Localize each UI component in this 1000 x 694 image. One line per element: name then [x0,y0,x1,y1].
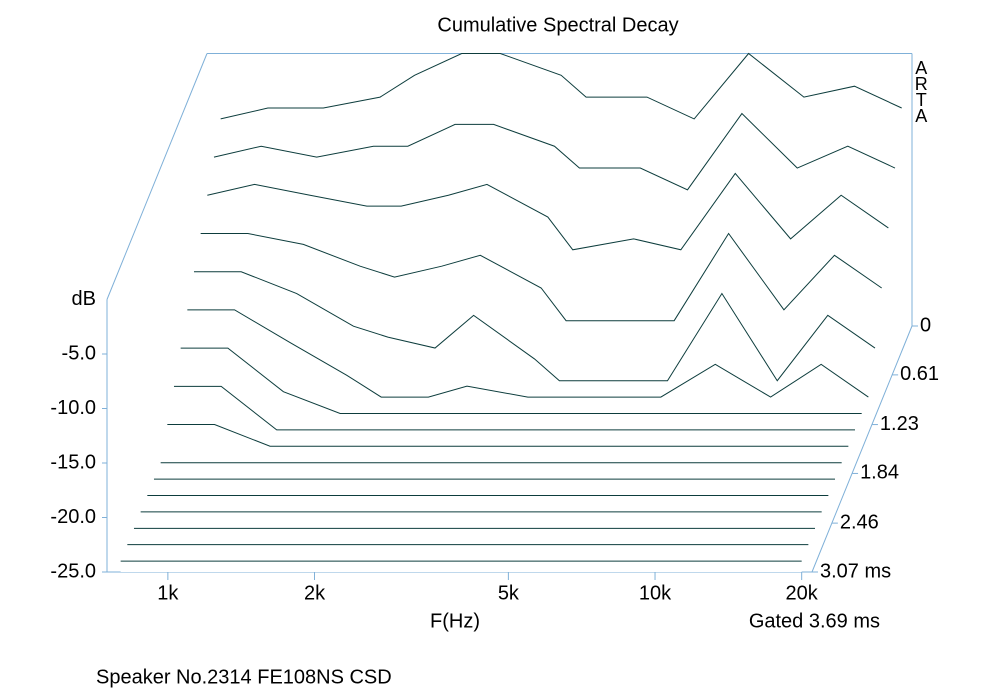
slice-fill [187,309,869,408]
frame-line [811,325,913,573]
slice-fill [133,528,815,540]
slice-fill [160,462,842,474]
chart-title: Cumulative Spectral Decay [437,14,678,36]
slice-line [213,112,896,191]
z-tick-label: 2.46 [840,511,879,533]
y-tick-label: -15.0 [50,451,96,473]
y-tick-label: -10.0 [50,397,96,419]
slice-line [180,347,862,414]
x-tick-label: 10k [639,582,672,604]
x-axis-label: F(Hz) [430,610,480,632]
x-tick-label: 2k [304,582,326,604]
slice-line [187,309,869,398]
slice-fill [147,495,829,507]
z-tick-label: 0 [920,314,931,336]
slice-fill [153,479,835,491]
gate-note: Gated 3.69 ms [749,610,880,632]
slice-line [173,385,855,431]
slice-fill [193,271,875,392]
slice-line [220,52,902,120]
slice-line [207,172,889,251]
z-tick-label: 0.61 [900,363,939,385]
frame-line [106,53,208,300]
z-tick-label: 3.07 ms [820,560,891,582]
y-axis-label: dB [72,288,96,310]
x-tick-label: 20k [786,582,819,604]
x-tick-label: 1k [157,582,179,604]
y-tick-label: -25.0 [50,560,96,582]
y-tick-label: -20.0 [50,506,96,528]
slice-fill [127,544,809,556]
caption: Speaker No.2314 FE108NS CSD [96,666,392,688]
z-tick-label: 1.23 [880,413,919,435]
slice-fill [120,561,802,572]
slice-line [167,423,849,447]
slice-fill [140,511,822,523]
slice-fill [167,424,849,458]
y-tick-label: -5.0 [62,342,96,364]
slice-line [200,232,882,322]
watermark: ARTA [911,58,931,122]
z-tick-label: 1.84 [860,462,899,484]
x-tick-label: 5k [498,582,520,604]
slice-line [193,271,876,382]
